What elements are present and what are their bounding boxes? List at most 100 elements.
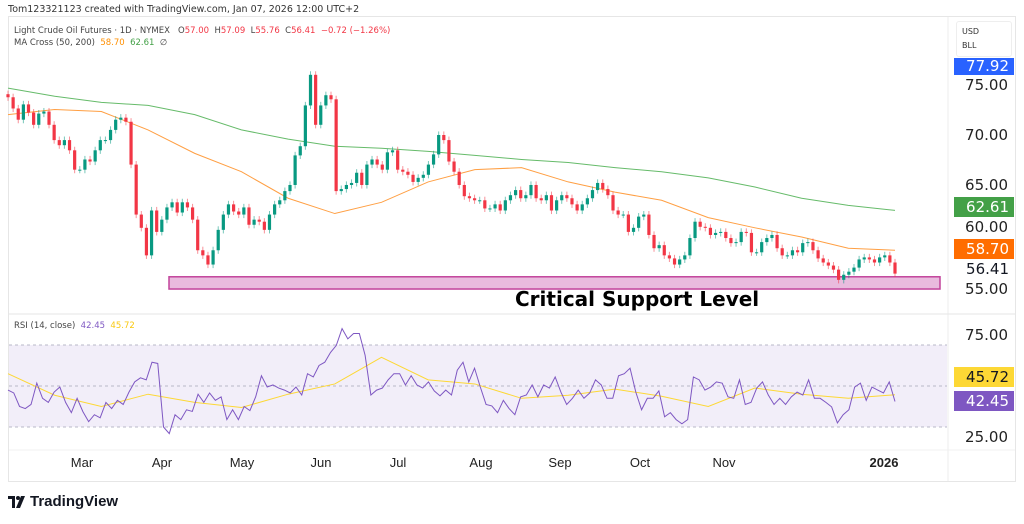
hidden-values-icon[interactable]: ∅ [159,38,168,48]
candle-body [411,174,415,182]
candle [26,100,31,117]
candle-body [631,227,636,232]
candle-body [606,189,610,196]
candle [585,194,589,208]
candle [826,258,830,270]
candle [57,136,61,149]
candle [303,101,307,150]
candle [637,213,641,232]
candle-body [380,164,384,170]
candle-body [257,219,261,222]
candle-body [298,146,302,156]
candle-body [32,112,36,125]
candle-body [555,200,559,211]
candle-body [231,204,236,212]
tradingview-logo[interactable]: TradingView [8,493,118,510]
candle [565,191,569,202]
candle-body [837,269,841,280]
price-tick: 70.00 [965,126,1008,144]
candle [190,203,195,224]
candle-body [642,214,646,217]
candle-body [790,250,795,256]
candle-body [37,113,41,125]
symbol-legend[interactable]: Light Crude Oil Futures · 1D · NYMEX O57… [14,26,390,36]
candle [160,216,164,236]
candle-body [795,250,800,253]
time-tick: Aug [469,455,493,470]
candle-body [729,238,733,244]
low-value: 55.76 [255,26,280,36]
candle [62,136,66,149]
candle [816,246,820,262]
candle-body [16,108,20,120]
candle-body [857,259,861,268]
candle-body [872,259,877,263]
candle [114,116,118,134]
candle [231,200,236,216]
candle [483,196,487,213]
candle [273,200,277,219]
candle-body [575,204,579,211]
candle-body [385,152,390,170]
candle-body [165,207,169,220]
candle [857,255,861,272]
candle-body [549,195,554,211]
logo-text: TradingView [30,493,119,510]
support-annotation-text[interactable]: Critical Support Level [515,287,760,311]
candle-body [406,171,410,175]
candle-body [134,164,138,215]
candle-body [524,195,528,199]
candle-body [190,207,195,220]
candle [390,146,395,156]
candle-body [519,190,523,199]
open-label: O [178,26,185,36]
candle [462,181,466,200]
rsi-legend[interactable]: RSI (14, close) 42.45 45.72 [14,321,135,331]
candle [237,207,241,219]
candle [262,218,266,234]
candle-body [529,184,533,196]
candle-body [852,267,856,272]
candle-body [826,262,830,266]
candle-body [878,257,882,263]
ma-legend[interactable]: MA Cross (50, 200) 58.70 62.61 ∅ [14,38,167,48]
candle [447,136,451,166]
candle [472,194,477,204]
candle-body [160,219,164,232]
candle-body [585,198,589,205]
candle-body [139,214,143,228]
ma50-line [7,108,896,251]
candle [611,191,615,215]
candle-body [308,74,313,106]
candle [498,200,502,215]
candle-body [621,214,625,216]
candle [457,168,461,189]
candle [431,150,436,169]
candle-body [129,121,133,165]
rsi-line [7,327,896,435]
tradingview-logo-icon [8,495,25,508]
ma50-price-label: 58.70 [954,239,1014,259]
candle [811,238,815,254]
candle-body [467,196,472,199]
candle-body [242,207,246,215]
candle [708,224,713,239]
candle [108,126,113,144]
candle-body [867,257,871,260]
candle [596,179,600,194]
candle-body [703,226,707,228]
candle [780,244,784,259]
candle-body [893,262,897,274]
candle [67,136,72,154]
time-tick: Mar [70,455,94,470]
time-tick-year: 2026 [869,455,899,470]
units-box[interactable]: USD BLL [956,21,1012,57]
candle-body [462,184,466,197]
candle [647,210,651,239]
candle-body [370,159,374,165]
candle-body [201,250,205,256]
candle-body [503,200,507,211]
candle-body [375,159,379,165]
candle [211,246,215,269]
